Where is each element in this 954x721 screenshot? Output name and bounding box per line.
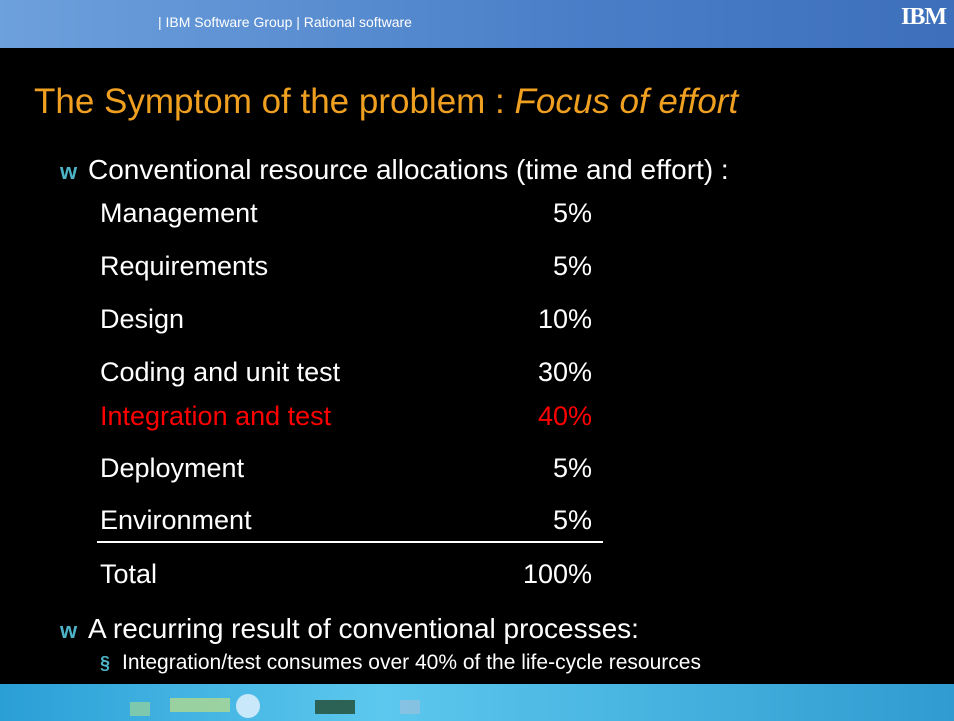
decoration <box>236 694 260 718</box>
decoration <box>315 700 355 714</box>
footer-bar <box>0 684 954 721</box>
bullet-marker: w <box>60 159 78 184</box>
decoration <box>400 700 420 714</box>
logo: IBM <box>901 4 947 30</box>
row-label: Management <box>100 198 258 228</box>
row-value: 10% <box>537 304 592 334</box>
row-label: Total <box>100 559 158 589</box>
sub-bullet-text: Integration/test consumes over 40% of th… <box>122 651 701 674</box>
row-label: Coding and unit test <box>100 357 341 387</box>
row-label: Integration and test <box>100 401 332 431</box>
slide-title: The Symptom of the problem : Focus of ef… <box>34 82 738 122</box>
row-value: 5% <box>552 453 592 483</box>
row-value: 5% <box>552 198 592 228</box>
row-label: Deployment <box>100 453 245 483</box>
row-value: 30% <box>537 357 592 387</box>
row-value: 5% <box>552 505 592 535</box>
decoration <box>130 702 150 716</box>
bullet-text: Conventional resource allocations (time … <box>88 154 729 185</box>
title-emphasis: Focus of effort <box>514 82 739 121</box>
bullet-text: A recurring result of conventional proce… <box>88 613 639 644</box>
row-value: 40% <box>537 401 592 431</box>
sub-bullet-marker: § <box>100 653 111 673</box>
row-label: Environment <box>100 505 252 535</box>
row-value: 100% <box>522 559 592 589</box>
row-value: 5% <box>552 251 592 281</box>
decoration <box>170 698 230 712</box>
title-main: The Symptom of the problem : <box>34 82 515 121</box>
total-rule <box>97 541 603 543</box>
bullet-marker: w <box>60 618 78 643</box>
row-label: Design <box>100 304 185 334</box>
header-bar <box>0 0 954 48</box>
header-text: | IBM Software Group | Rational software <box>158 14 412 30</box>
row-label: Requirements <box>100 251 269 281</box>
